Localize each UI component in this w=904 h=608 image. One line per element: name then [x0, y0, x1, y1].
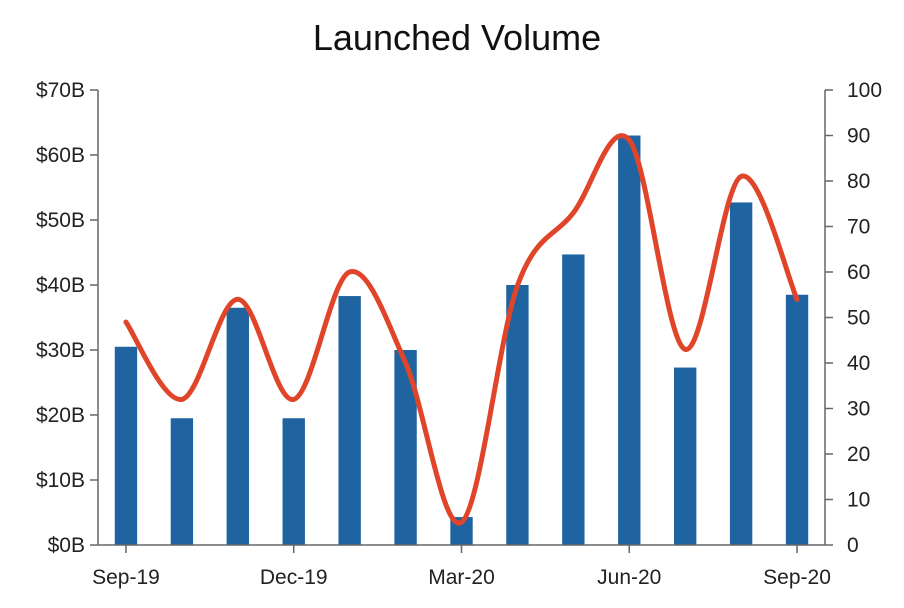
- y-right-tick-label: 40: [847, 352, 870, 375]
- bar-feb-20: [394, 350, 417, 545]
- bar-may-20: [562, 254, 585, 545]
- y-right-tick-label: 20: [847, 443, 870, 466]
- bar-nov-19: [226, 307, 249, 545]
- bar-sep-19: [114, 346, 138, 545]
- y-left-tick-label: $10B: [36, 469, 85, 492]
- y-right-tick-label: 70: [847, 216, 870, 239]
- y-left-tick-label: $0B: [48, 534, 85, 557]
- bar-apr-20: [506, 285, 529, 545]
- x-tick-label: Dec-19: [260, 566, 328, 589]
- x-tick-label: Sep-20: [763, 566, 831, 589]
- y-right-tick-label: 80: [847, 170, 870, 193]
- y-right-tick-label: 10: [847, 489, 870, 512]
- y-right-tick-label: 90: [847, 125, 870, 148]
- y-left-tick-label: $30B: [36, 339, 85, 362]
- y-right-ticks: 0 10 20 30 40 50 60 70 80 90 100: [825, 79, 882, 557]
- bar-jan-20: [338, 296, 361, 545]
- x-tick-label: Mar-20: [428, 566, 495, 589]
- y-right-tick-label: 100: [847, 79, 882, 102]
- bar-jun-20: [618, 135, 641, 545]
- bar-series: [114, 135, 809, 545]
- x-ticks: Sep-19 Dec-19 Mar-20 Jun-20 Sep-20: [92, 545, 831, 589]
- y-left-tick-label: $70B: [36, 79, 85, 102]
- bar-oct-19: [170, 418, 194, 545]
- bar-aug-20: [729, 202, 753, 545]
- y-left-tick-label: $20B: [36, 404, 85, 427]
- bar-dec-19: [282, 418, 305, 545]
- y-right-tick-label: 30: [847, 398, 870, 421]
- bar-sep-20: [785, 294, 809, 545]
- y-right-tick-label: 50: [847, 307, 870, 330]
- y-left-ticks: $0B $10B $20B $30B $40B $50B $60B $70B: [36, 79, 98, 557]
- line-series: [123, 133, 800, 526]
- y-left-tick-label: $60B: [36, 144, 85, 167]
- x-tick-label: Jun-20: [597, 566, 661, 589]
- chart-title: Launched Volume: [313, 17, 601, 58]
- y-left-tick-label: $40B: [36, 274, 85, 297]
- y-left-tick-label: $50B: [36, 209, 85, 232]
- x-tick-label: Sep-19: [92, 566, 160, 589]
- bar-jul-20: [674, 367, 697, 545]
- y-right-tick-label: 60: [847, 261, 870, 284]
- line-series-path: [123, 133, 800, 526]
- y-right-tick-label: 0: [847, 534, 859, 557]
